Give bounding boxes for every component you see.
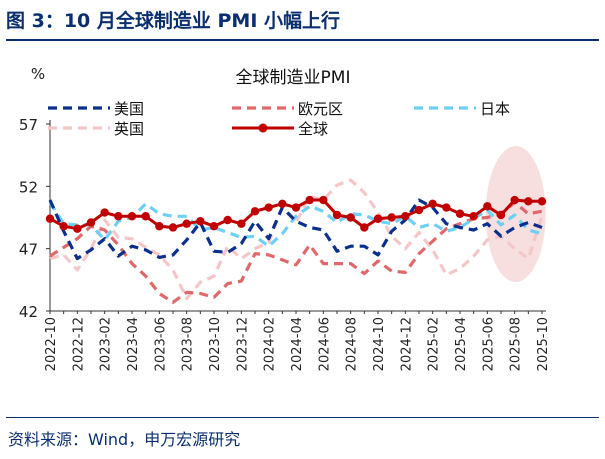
data-point <box>209 222 219 231</box>
x-tick-label: 2022-10 <box>44 317 59 371</box>
legend-item: 日本 <box>414 100 510 118</box>
data-point <box>537 197 547 206</box>
data-point <box>414 205 424 215</box>
data-point <box>319 195 328 205</box>
data-point <box>237 219 246 228</box>
x-tick-label: 2024-10 <box>372 317 387 371</box>
legend-label: 美国 <box>114 100 144 118</box>
chart-title: 全球制造业PMI <box>236 68 351 88</box>
x-tick-label: 2025-02 <box>427 317 442 371</box>
data-point <box>510 195 519 205</box>
series-line <box>49 178 544 301</box>
data-point <box>373 214 383 223</box>
data-point <box>264 203 273 212</box>
x-tick-label: 2024-02 <box>263 317 278 371</box>
data-point <box>168 223 178 232</box>
x-tick-label: 2025-06 <box>481 317 496 371</box>
x-tick-label: 2024-12 <box>399 317 414 371</box>
figure-title: 图 3：10 月全球制造业 PMI 小幅上行 <box>6 10 341 32</box>
data-point <box>86 218 96 227</box>
x-tick-label: 2025-08 <box>509 317 524 371</box>
series-us <box>48 198 543 261</box>
series-uk <box>49 178 544 301</box>
x-tick-label: 2024-08 <box>345 317 360 371</box>
y-tick-label: 47 <box>19 241 38 259</box>
x-tick-label: 2025-10 <box>536 317 551 371</box>
legend-label: 全球 <box>298 120 328 138</box>
data-point <box>100 208 109 217</box>
y-axis-unit-label: % <box>31 65 45 83</box>
data-point <box>250 207 260 216</box>
data-point <box>196 217 205 226</box>
data-point <box>73 224 82 233</box>
source-divider <box>6 417 599 418</box>
data-point <box>141 212 150 221</box>
y-tick-label: 57 <box>19 116 38 134</box>
legend-item: 英国 <box>48 120 144 138</box>
legend-item: 美国 <box>48 100 144 118</box>
title-divider <box>6 39 599 41</box>
data-point <box>387 213 396 222</box>
data-point <box>155 222 164 231</box>
x-tick-label: 2023-02 <box>99 317 114 371</box>
data-point <box>332 210 342 220</box>
x-tick-label: 2025-04 <box>454 317 469 371</box>
data-point <box>524 197 533 206</box>
series-line <box>48 198 543 261</box>
data-point <box>114 212 123 221</box>
data-point <box>45 214 55 223</box>
data-point <box>483 202 492 211</box>
legend-item: 欧元区 <box>232 100 343 118</box>
x-tick-label: 2024-04 <box>290 317 305 371</box>
x-tick-label: 2023-10 <box>208 317 223 371</box>
legend-label: 欧元区 <box>298 100 343 118</box>
legend-marker <box>258 123 268 133</box>
data-point <box>346 213 355 222</box>
series-line <box>49 200 543 304</box>
data-point <box>127 212 137 221</box>
x-tick-label: 2024-06 <box>317 317 332 371</box>
data-point <box>59 222 68 231</box>
data-point <box>305 195 314 205</box>
legend-item: 全球 <box>232 120 328 138</box>
legend-label: 日本 <box>480 100 510 118</box>
pmi-line-chart: 42 47 52 57 2022-10 2022-12 2023-02 2023-04 2023… <box>19 65 551 371</box>
data-point <box>401 212 410 221</box>
x-tick-label: 2022-12 <box>71 317 86 371</box>
data-point <box>428 199 437 208</box>
data-point <box>360 223 369 232</box>
data-point <box>223 215 232 225</box>
data-point <box>291 203 301 212</box>
data-point <box>455 209 465 218</box>
x-tick-label: 2023-12 <box>235 317 250 371</box>
data-point <box>496 210 506 220</box>
legend-label: 英国 <box>114 120 144 138</box>
series-eurozone <box>49 200 543 304</box>
data-point <box>182 219 191 228</box>
data-point <box>469 212 478 221</box>
x-tick-label: 2023-08 <box>181 317 196 371</box>
x-tick-label: 2023-04 <box>126 317 141 371</box>
data-point <box>278 199 287 208</box>
source-note: 资料来源：Wind，申万宏源研究 <box>8 430 241 449</box>
y-tick-label: 52 <box>19 178 38 196</box>
y-tick-label: 42 <box>19 303 38 321</box>
data-point <box>442 203 451 212</box>
series-global <box>45 195 547 233</box>
x-tick-label: 2023-06 <box>153 317 168 371</box>
